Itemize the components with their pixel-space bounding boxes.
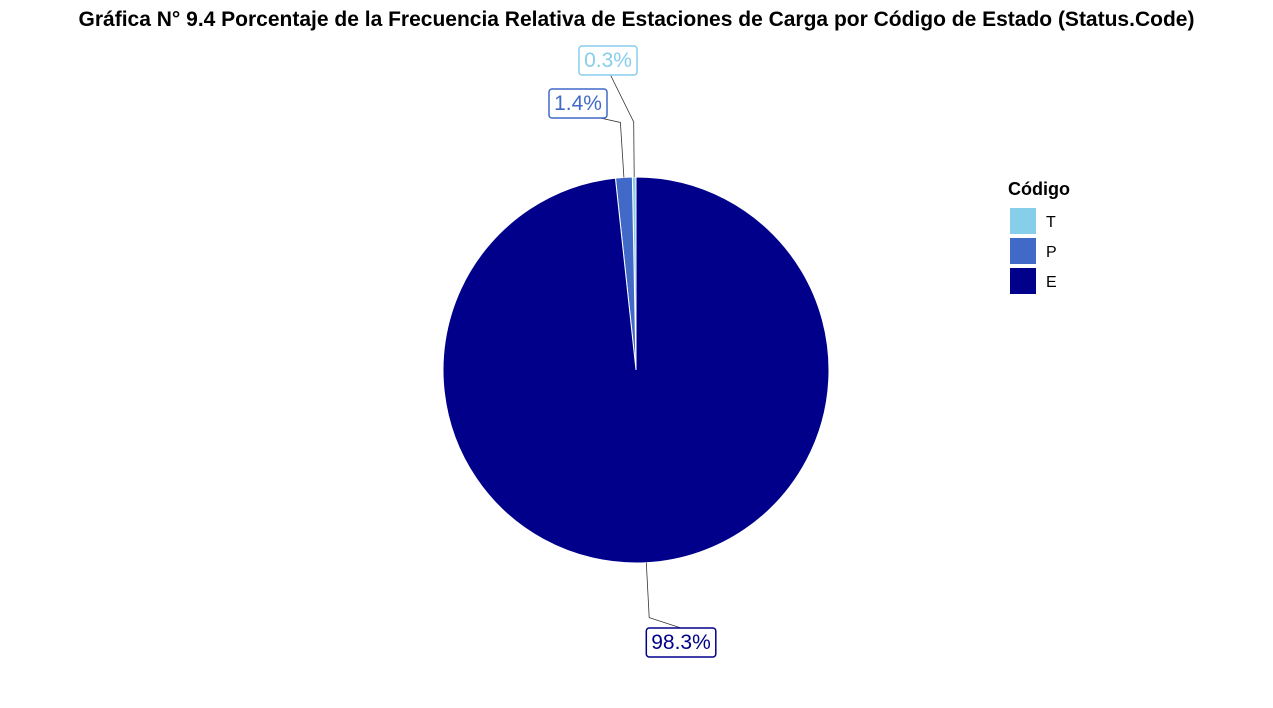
legend-label-t: T (1046, 214, 1056, 231)
slice-label-e: 98.3% (645, 627, 717, 658)
slice-label-text-e: 98.3% (651, 631, 711, 654)
legend-title: Código (1008, 179, 1070, 199)
pie-slices (442, 176, 830, 564)
slice-label-box-t (578, 45, 638, 76)
legend-label-p: P (1046, 244, 1057, 261)
pie-slice-e (442, 176, 830, 564)
legend-item-e: E (1010, 268, 1057, 294)
slice-label-t: 0.3% (578, 45, 638, 76)
legend-swatch-t (1010, 208, 1036, 234)
slice-label-text-t: 0.3% (584, 49, 632, 72)
slice-label-box-e (645, 627, 717, 658)
legend-label-e: E (1046, 274, 1057, 291)
leader-line-t (607, 69, 635, 178)
slice-label-p: 1.4% (548, 88, 608, 119)
legend-swatch-p (1010, 238, 1036, 264)
slice-labels: 0.3% 1.4% 98.3% (548, 45, 717, 658)
legend-item-t: T (1010, 208, 1056, 234)
slice-label-box-p (548, 88, 608, 119)
legend: Código TPE (1008, 179, 1070, 294)
leader-line-p (577, 112, 625, 178)
leader-line-e (645, 562, 682, 629)
chart-title: Gráfica N° 9.4 Porcentaje de la Frecuenc… (78, 8, 1195, 31)
legend-items: TPE (1010, 208, 1057, 294)
slice-label-text-p: 1.4% (554, 92, 602, 115)
legend-swatch-e (1010, 268, 1036, 294)
legend-item-p: P (1010, 238, 1057, 264)
